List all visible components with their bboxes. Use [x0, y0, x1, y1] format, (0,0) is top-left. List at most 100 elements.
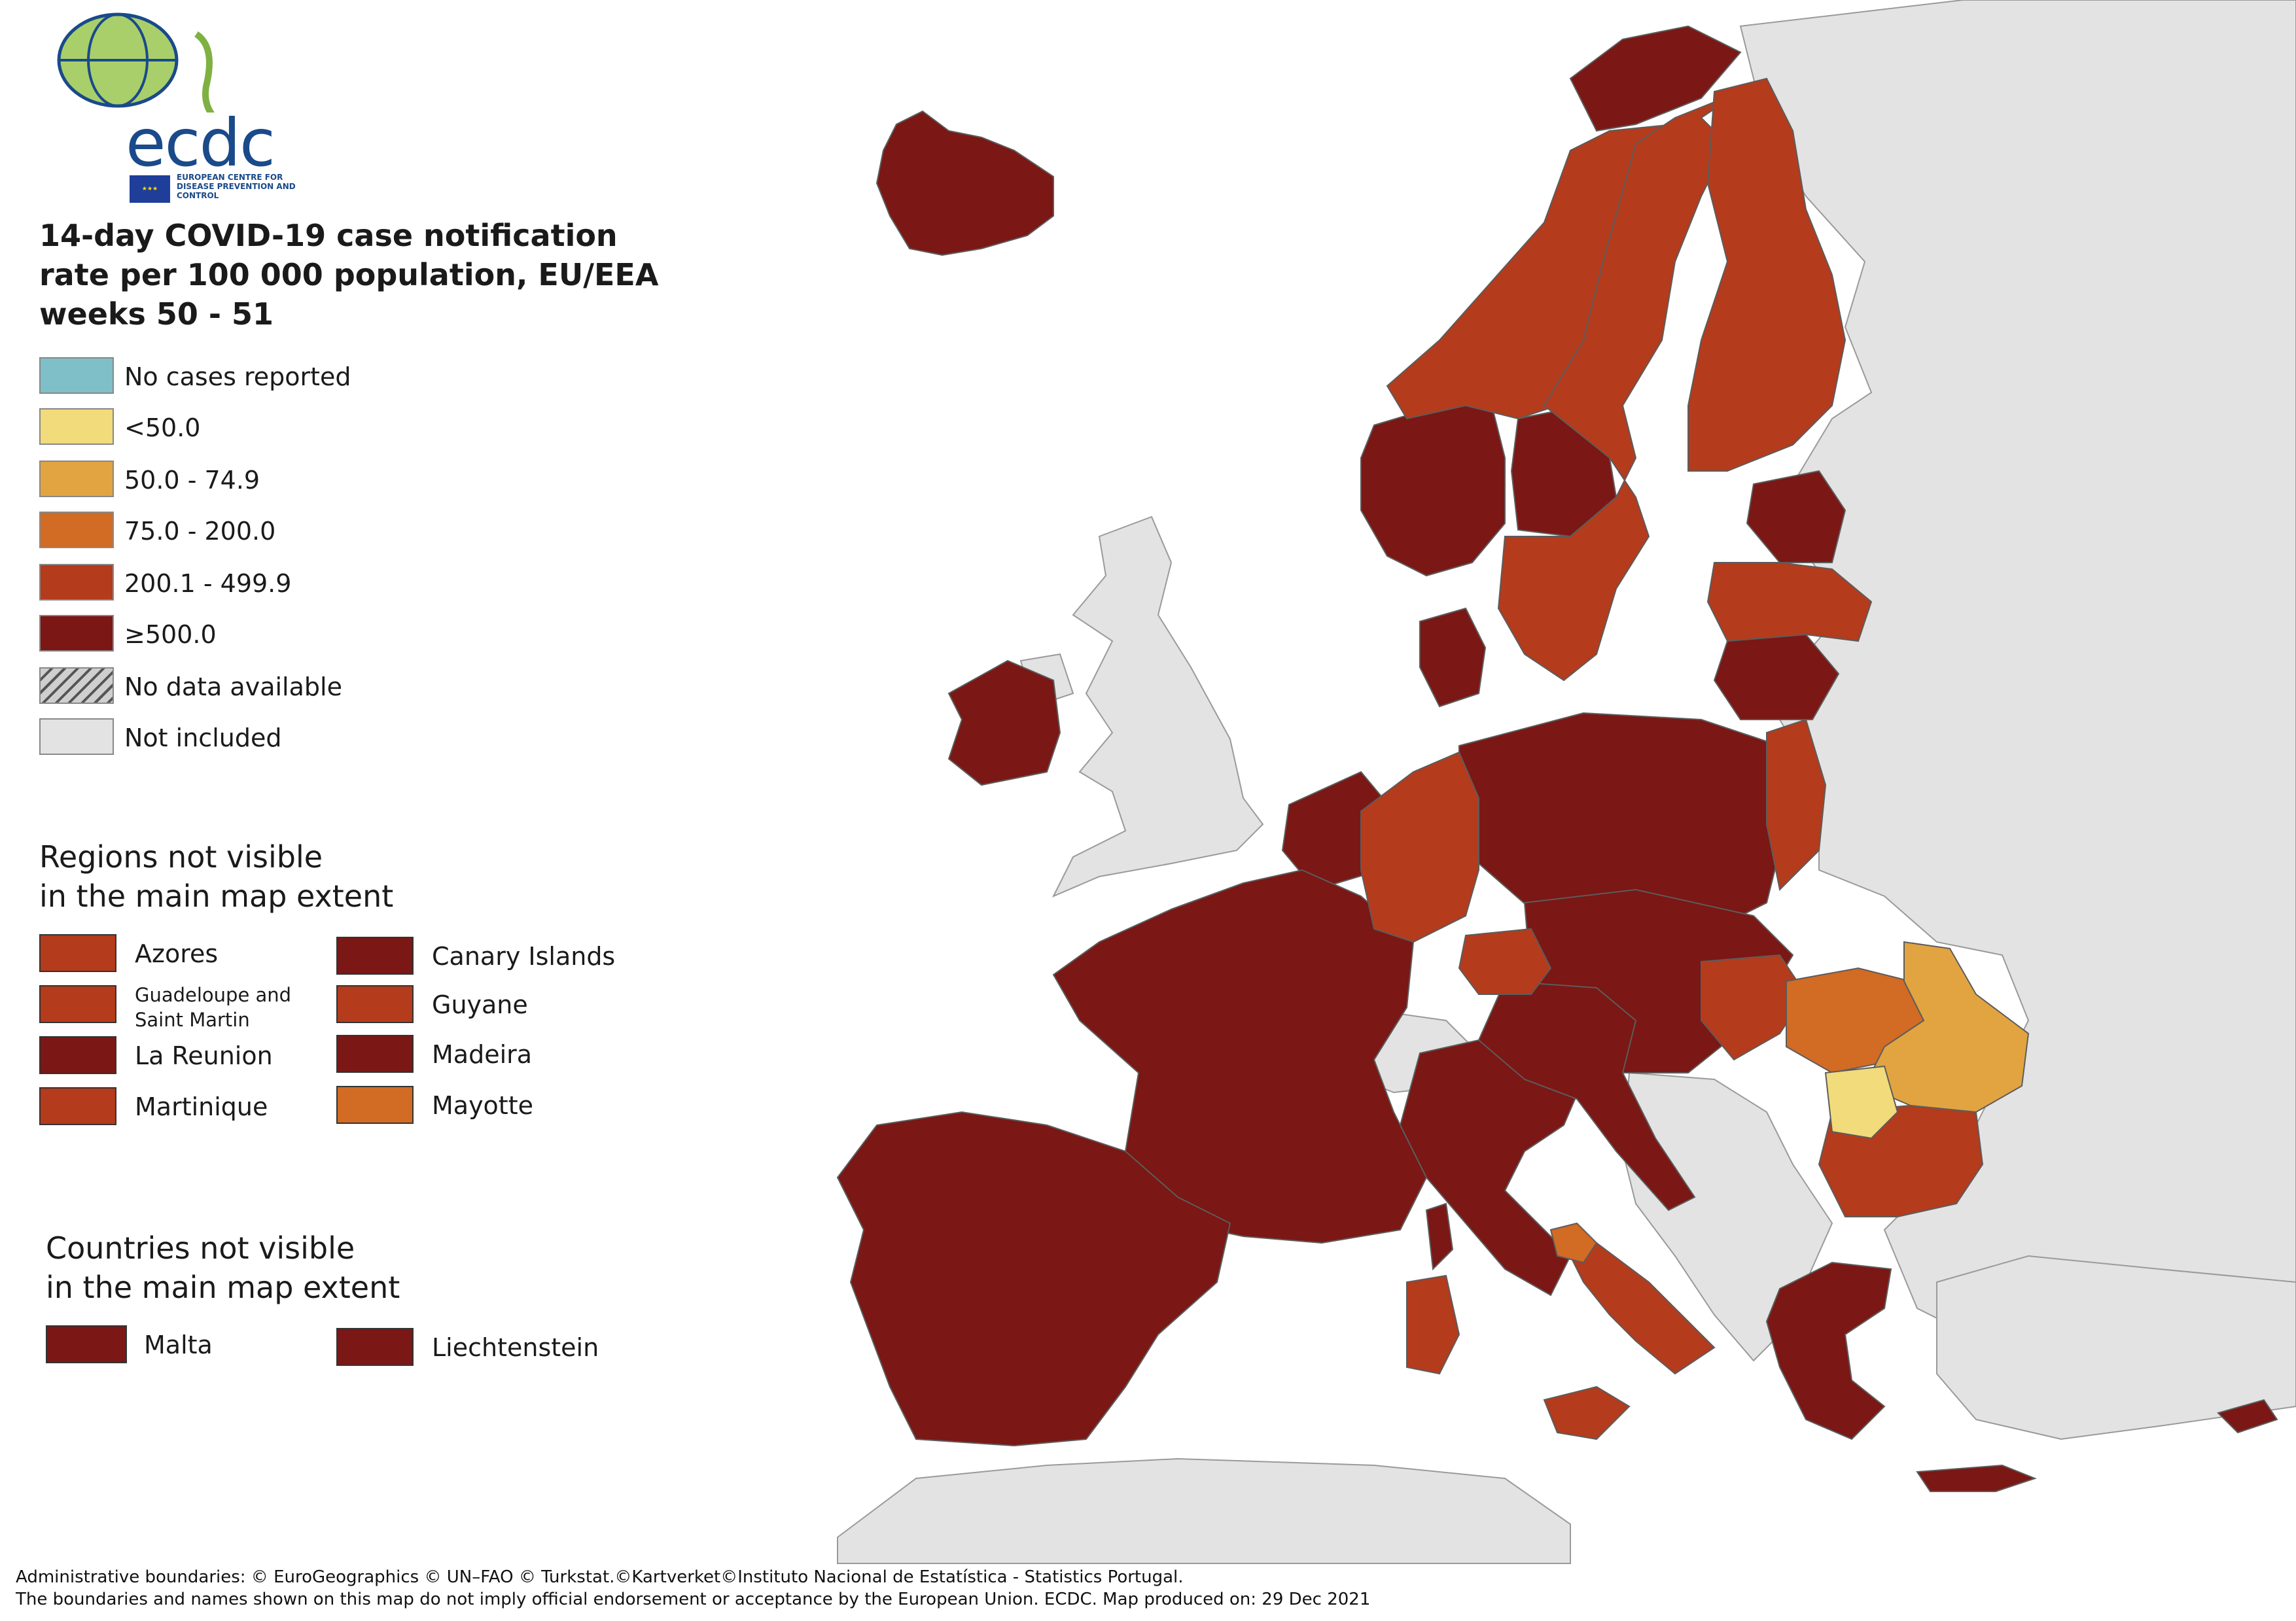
regions-section-title: Regions not visible in the main map exte…: [39, 837, 393, 916]
region-label: Martinique: [135, 1092, 268, 1121]
legend-label: No data available: [124, 672, 342, 701]
legend-swatch: [39, 564, 114, 601]
legend-swatch: [39, 615, 114, 652]
countries-title-line-1: Countries not visible: [46, 1230, 355, 1266]
region-denmark: [1419, 607, 1487, 708]
region-swatch: [336, 1035, 414, 1073]
region-swatch: [39, 1036, 116, 1074]
title-line-3: weeks 50 - 51: [39, 296, 274, 332]
region-finland: [1687, 77, 1846, 472]
region-romania-east: [1863, 941, 2030, 1113]
region-swatch: [46, 1325, 127, 1363]
region-austria-slovenia-croatia: [1477, 980, 1696, 1211]
countries-section-title: Countries not visible in the main map ex…: [46, 1229, 400, 1307]
legend-swatch: [39, 512, 114, 548]
region-italy-south: [1556, 1229, 1716, 1375]
title-line-1: 14-day COVID-19 case notification: [39, 218, 618, 253]
region-label: La Reunion: [135, 1041, 273, 1070]
region-sicily: [1543, 1386, 1631, 1440]
region-russia: [1739, 0, 2296, 1408]
legend-item-ge500: ≥500.0: [39, 615, 497, 655]
legend-item-75-200: 75.0 - 200.0: [39, 512, 497, 552]
legend-item-200-500: 200.1 - 499.9: [39, 564, 497, 604]
legend-swatch: [39, 408, 114, 445]
region-romania-west: [1701, 954, 1807, 1061]
region-label: Guadeloupe and Saint Martin: [135, 984, 292, 1031]
region-italy-campania: [1549, 1222, 1598, 1264]
region-sardinia: [1406, 1274, 1460, 1375]
eu-flag-icon: ★★★: [130, 175, 170, 203]
region-swatch: [39, 934, 116, 972]
region-iberia: [836, 1111, 1231, 1447]
region-label: Liechtenstein: [432, 1333, 599, 1362]
country-item-malta: Malta: [46, 1325, 334, 1367]
country-item-liechtenstein: Liechtenstein: [336, 1328, 624, 1370]
globe-icon: [57, 12, 215, 113]
legend-swatch: [39, 357, 114, 394]
legend-label: No cases reported: [124, 362, 351, 391]
rate-lt50-areas: [1824, 1065, 1899, 1140]
region-norway-north: [1569, 25, 1742, 132]
region-uk: [1051, 515, 1264, 898]
region-swatch: [39, 1087, 116, 1125]
region-swatch: [336, 1086, 414, 1124]
region-ireland: [947, 659, 1061, 786]
region-norway: [1360, 405, 1506, 577]
region-item-mayotte: Mayotte: [336, 1086, 624, 1128]
region-item-la-reunion: La Reunion: [39, 1036, 327, 1078]
legend-label: 200.1 - 499.9: [124, 569, 292, 598]
regions-title-line-2: in the main map extent: [39, 879, 394, 914]
region-item-guadeloupe: Guadeloupe and Saint Martin: [39, 984, 327, 1031]
legend-item-50-75: 50.0 - 74.9: [39, 461, 497, 501]
legend-item-no-cases: No cases reported: [39, 357, 497, 398]
region-swatch: [39, 985, 116, 1023]
region-item-madeira: Madeira: [336, 1035, 624, 1077]
region-label: Mayotte: [432, 1091, 533, 1120]
map-title: 14-day COVID-19 case notification rate p…: [39, 216, 667, 334]
logo-subtitle: EUROPEAN CENTRE FOR DISEASE PREVENTION A…: [177, 173, 296, 200]
ecdc-logo: ecdc ★★★ EUROPEAN CENTRE FOR DISEASE PRE…: [39, 8, 296, 203]
legend-swatch: [39, 461, 114, 497]
region-sweden: [1497, 91, 1741, 682]
region-swatch: [336, 1328, 414, 1366]
legend-swatch: [39, 718, 114, 755]
region-iceland: [875, 110, 1054, 256]
legend-label: 50.0 - 74.9: [124, 466, 260, 495]
region-cyprus: [2217, 1399, 2278, 1434]
region-label: Malta: [144, 1331, 213, 1359]
legend-label: <50.0: [124, 413, 201, 442]
countries-title-line-2: in the main map extent: [46, 1270, 400, 1305]
region-latvia: [1706, 562, 1873, 642]
region-germany-west: [1360, 751, 1479, 943]
legend-label: Not included: [124, 723, 282, 752]
region-item-azores: Azores: [39, 934, 327, 976]
regions-title-line-1: Regions not visible: [39, 839, 323, 875]
region-crete: [1916, 1464, 2037, 1492]
footer-line-2: The boundaries and names shown on this m…: [16, 1590, 1371, 1609]
region-austria: [1458, 928, 1552, 995]
region-greece: [1765, 1261, 1892, 1440]
title-line-2: rate per 100 000 population, EU/EEA: [39, 257, 659, 292]
region-poland-east: [1766, 718, 1827, 892]
region-swatch: [336, 937, 414, 975]
region-label: Canary Islands: [432, 942, 616, 971]
region-romania-south: [1824, 1065, 1899, 1140]
logo-wordmark: ecdc: [126, 105, 275, 181]
legend-item-not-included: Not included: [39, 718, 497, 759]
rate-200-500-areas: [1360, 77, 1984, 1440]
region-north-africa: [837, 1457, 1571, 1564]
region-label: Azores: [135, 939, 219, 968]
region-swatch: [336, 985, 414, 1023]
attribution-footer: Administrative boundaries: © EuroGeograp…: [16, 1566, 2240, 1611]
region-france: [1052, 869, 1428, 1244]
region-corsica: [1425, 1202, 1454, 1271]
region-estonia-latvia: [1746, 470, 1846, 563]
legend-item-lt50: <50.0: [39, 408, 497, 449]
legend-item-no-data: No data available: [39, 667, 497, 708]
legend-label: 75.0 - 200.0: [124, 517, 276, 546]
region-item-canary-islands: Canary Islands: [336, 937, 624, 979]
rate-50-75-areas: [1863, 941, 2030, 1113]
footer-line-1: Administrative boundaries: © EuroGeograp…: [16, 1567, 1184, 1587]
legend-swatch-hatched: [39, 667, 114, 704]
